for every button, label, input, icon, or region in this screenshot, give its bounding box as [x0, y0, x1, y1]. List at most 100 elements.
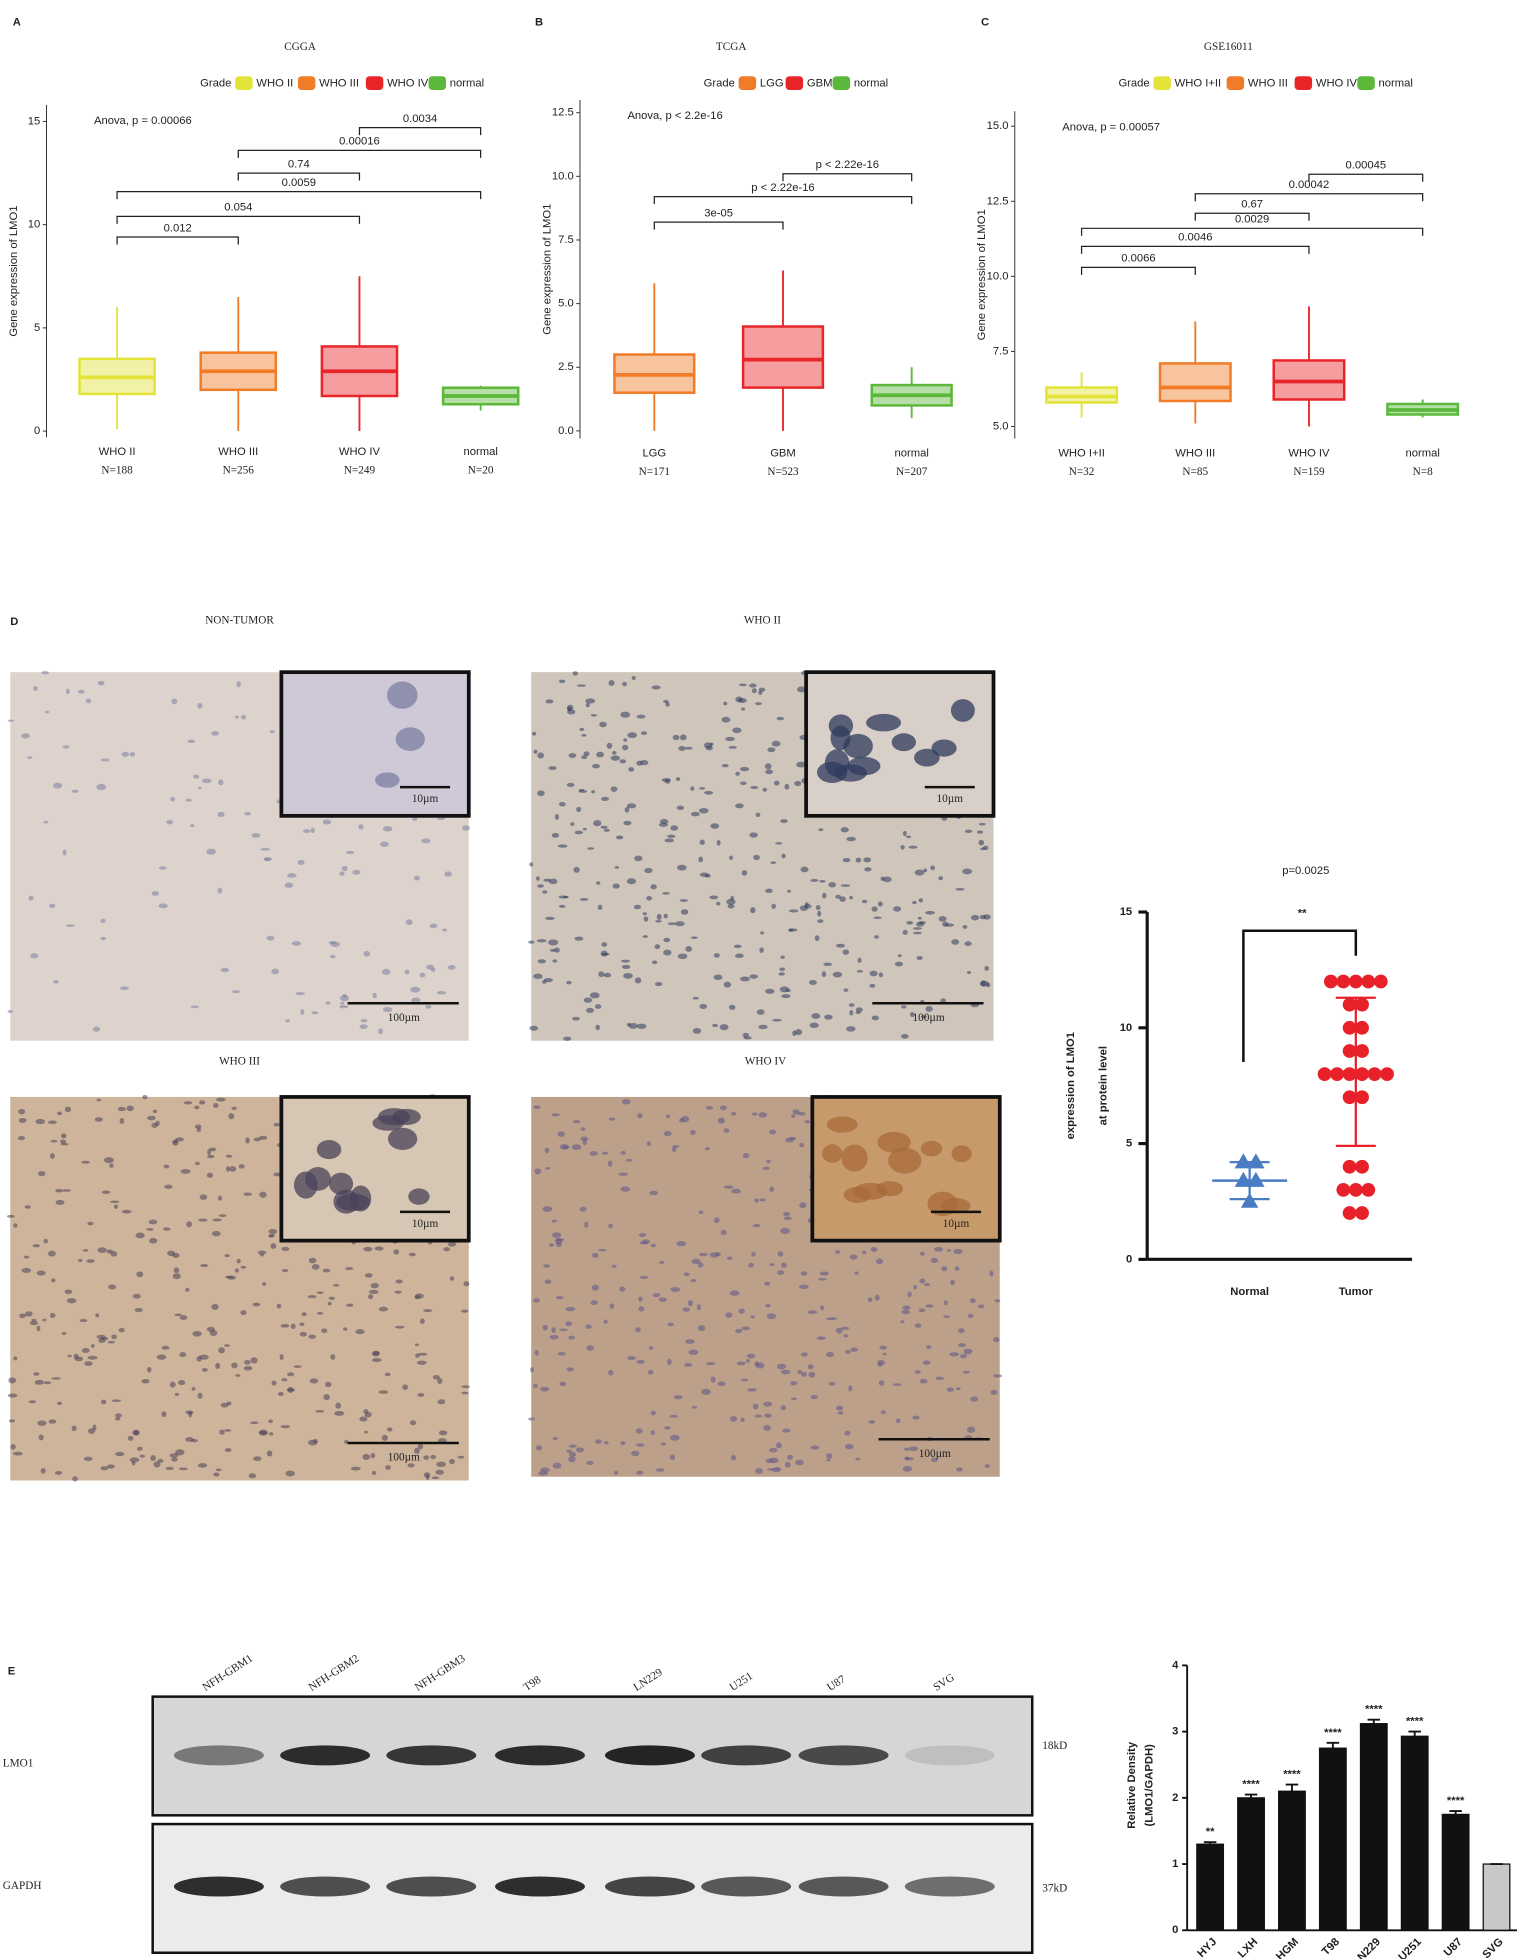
- texture-dot: [96, 1098, 102, 1102]
- texture-dot: [627, 1356, 636, 1361]
- blot-band: [173, 1876, 264, 1897]
- n-label: N=188: [101, 465, 133, 477]
- texture-dot: [616, 835, 624, 840]
- texture-dot: [842, 858, 851, 863]
- bar: [1482, 1863, 1511, 1931]
- texture-dot: [327, 1301, 332, 1306]
- texture-dot: [201, 778, 212, 784]
- texture-dot: [855, 1457, 861, 1461]
- texture-dot: [50, 1278, 56, 1283]
- texture-dot: [595, 1024, 600, 1031]
- texture-dot: [545, 916, 555, 920]
- texture-dot: [240, 1265, 247, 1269]
- texture-dot: [100, 918, 106, 924]
- texture-dot: [36, 1270, 46, 1276]
- significance: **: [1206, 1826, 1215, 1838]
- texture-dot: [608, 1117, 616, 1121]
- texture-dot: [134, 1307, 143, 1313]
- texture-dot: [628, 1023, 638, 1029]
- texture-dot: [21, 733, 30, 739]
- texture-dot: [215, 1468, 222, 1472]
- texture-dot: [840, 884, 851, 887]
- texture-dot: [667, 1322, 674, 1327]
- texture-dot: [178, 1380, 186, 1386]
- texture-dot: [537, 790, 545, 797]
- texture-dot: [636, 1443, 645, 1447]
- anova-label: Anova, p < 2.2e-16: [627, 110, 722, 122]
- texture-dot: [259, 1191, 267, 1198]
- texture-dot: [817, 1277, 827, 1281]
- texture-dot: [762, 1166, 770, 1171]
- x-tick-label: WHO I+II: [1058, 447, 1105, 459]
- texture-dot: [220, 967, 229, 973]
- texture-dot: [729, 1290, 740, 1296]
- texture-dot: [554, 814, 559, 820]
- texture-dot: [682, 1307, 691, 1312]
- texture-dot: [591, 790, 596, 794]
- texture-dot: [533, 749, 538, 754]
- texture-dot: [807, 1310, 818, 1315]
- texture-dot: [914, 1370, 921, 1374]
- texture-dot: [609, 1303, 615, 1310]
- texture-dot: [966, 1426, 976, 1433]
- texture-dot: [986, 982, 991, 988]
- texture-dot: [216, 1097, 226, 1102]
- texture-dot: [18, 1108, 26, 1115]
- texture-dot: [444, 871, 452, 877]
- texture-dot: [627, 732, 638, 739]
- texture-dot: [646, 1141, 652, 1146]
- bar: [1359, 1723, 1388, 1931]
- panel-label: E: [8, 1666, 16, 1678]
- texture-dot: [690, 786, 695, 791]
- row-label: LMO1: [3, 1758, 34, 1770]
- comparison-label: 0.0034: [403, 113, 437, 125]
- legend-label: WHO III: [319, 78, 359, 90]
- texture-dot: [60, 1139, 67, 1144]
- texture-dot: [449, 1276, 455, 1281]
- texture-dot: [166, 819, 174, 825]
- texture-dot: [141, 1379, 150, 1384]
- texture-dot: [33, 686, 38, 691]
- y-tick-label: 5: [1126, 1138, 1132, 1150]
- texture-dot: [572, 671, 579, 676]
- texture-dot: [964, 941, 972, 947]
- texture-dot: [752, 1403, 759, 1410]
- texture-dot: [106, 1464, 115, 1469]
- texture-dot: [211, 1230, 221, 1237]
- texture-dot: [290, 1323, 296, 1330]
- scale-label: 100µm: [919, 1448, 951, 1460]
- texture-dot: [558, 679, 566, 684]
- texture-dot: [799, 1142, 805, 1148]
- texture-dot: [308, 1334, 316, 1339]
- inset-cell: [888, 1147, 922, 1174]
- texture-dot: [706, 1362, 716, 1366]
- texture-dot: [970, 1396, 979, 1402]
- texture-dot: [212, 1218, 222, 1222]
- texture-dot: [127, 1435, 134, 1441]
- texture-dot: [731, 1112, 737, 1116]
- texture-dot: [225, 1166, 231, 1172]
- texture-dot: [548, 878, 558, 885]
- texture-dot: [442, 928, 448, 932]
- texture-dot: [660, 1442, 666, 1446]
- texture-dot: [408, 1252, 416, 1257]
- texture-dot: [43, 1238, 48, 1244]
- texture-dot: [567, 704, 574, 711]
- texture-dot: [371, 1470, 377, 1475]
- texture-dot: [534, 1168, 542, 1175]
- texture-dot: [307, 1295, 317, 1299]
- texture-dot: [819, 880, 826, 883]
- x-tick-label: T98: [1320, 1936, 1342, 1958]
- texture-dot: [270, 1243, 277, 1249]
- texture-dot: [380, 841, 389, 848]
- texture-dot: [310, 827, 315, 834]
- texture-dot: [24, 1205, 31, 1209]
- texture-dot: [316, 1311, 324, 1315]
- texture-dot: [775, 842, 783, 845]
- texture-dot: [47, 1250, 56, 1257]
- texture-dot: [315, 1410, 325, 1413]
- legend-title: Grade: [1118, 78, 1149, 90]
- texture-dot: [297, 859, 305, 865]
- comparison-label: 0.67: [1241, 199, 1263, 211]
- texture-dot: [374, 1246, 384, 1251]
